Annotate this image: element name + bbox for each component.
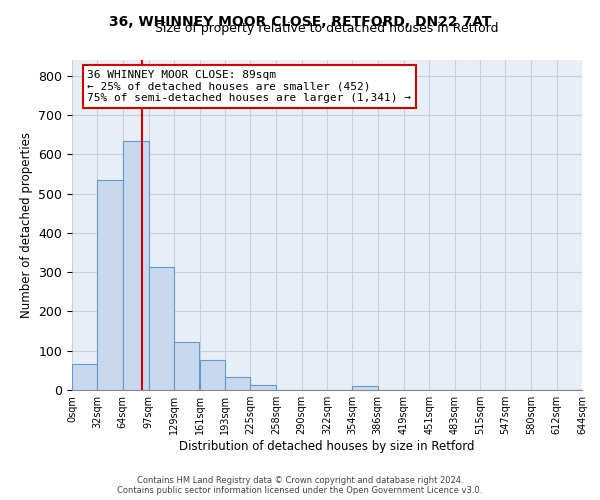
- Bar: [250, 386, 277, 390]
- Y-axis label: Number of detached properties: Number of detached properties: [20, 132, 33, 318]
- X-axis label: Distribution of detached houses by size in Retford: Distribution of detached houses by size …: [179, 440, 475, 453]
- Title: Size of property relative to detached houses in Retford: Size of property relative to detached ho…: [155, 22, 499, 35]
- Bar: [149, 267, 174, 390]
- Bar: [97, 180, 122, 390]
- Text: 36, WHINNEY MOOR CLOSE, RETFORD, DN22 7AT: 36, WHINNEY MOOR CLOSE, RETFORD, DN22 7A…: [109, 15, 491, 29]
- Bar: [199, 360, 225, 390]
- Text: 36 WHINNEY MOOR CLOSE: 89sqm
← 25% of detached houses are smaller (452)
75% of s: 36 WHINNEY MOOR CLOSE: 89sqm ← 25% of de…: [88, 70, 412, 103]
- Bar: [122, 140, 149, 390]
- Bar: [72, 364, 97, 390]
- Text: Contains HM Land Registry data © Crown copyright and database right 2024.
Contai: Contains HM Land Registry data © Crown c…: [118, 476, 482, 495]
- Bar: [174, 342, 199, 390]
- Bar: [225, 377, 250, 390]
- Bar: [352, 386, 377, 390]
